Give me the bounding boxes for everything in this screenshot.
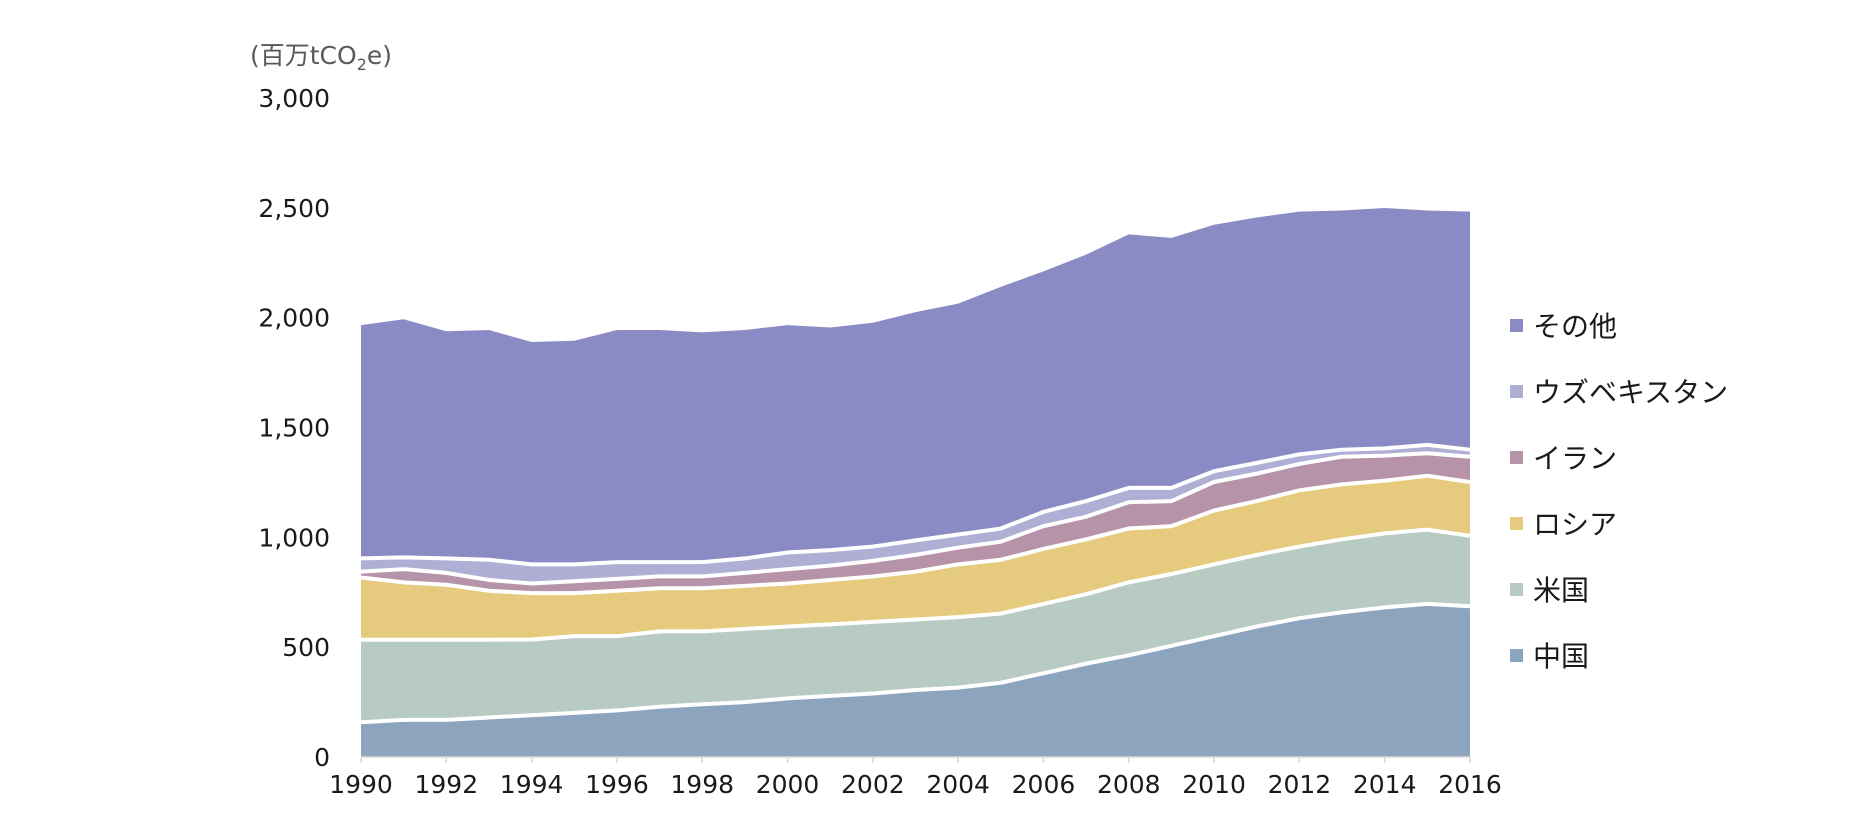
x-tick-label: 2000 — [756, 770, 820, 799]
y-tick-label: 2,500 — [258, 194, 330, 223]
y-tick-label: 500 — [282, 633, 330, 662]
y-axis-label-suffix: e) — [366, 41, 393, 70]
y-axis-label: (百万tCO2e) — [250, 36, 392, 74]
series-boundary-4 — [360, 442, 1471, 567]
legend-swatch — [1510, 450, 1523, 464]
x-tick-label: 1990 — [329, 770, 393, 799]
legend-label: その他 — [1533, 310, 1618, 343]
legend-label: 米国 — [1533, 574, 1590, 607]
legend-swatch — [1510, 582, 1523, 596]
series-boundary-1 — [361, 527, 1471, 642]
legend-swatch — [1510, 516, 1523, 530]
y-tick-label: 2,000 — [258, 304, 330, 333]
legend-item: その他 — [1510, 292, 1728, 358]
y-tick-label: 1,000 — [258, 523, 330, 552]
legend-label: ウズベキスタン — [1533, 376, 1729, 409]
legend-swatch — [1510, 384, 1523, 398]
legend-label: イラン — [1533, 442, 1618, 475]
legend-item: イラン — [1510, 424, 1728, 490]
legend-label: ロシア — [1533, 508, 1618, 541]
area-series-1 — [361, 529, 1470, 723]
y-axis-label-main: (百万tCO — [250, 41, 357, 70]
y-tick-label: 3,000 — [258, 84, 330, 113]
series-boundary-0 — [360, 601, 1471, 725]
legend-item: 米国 — [1510, 556, 1728, 622]
x-tick-label: 1992 — [414, 770, 478, 799]
y-tick-label: 1,500 — [258, 414, 330, 443]
area-series-2 — [361, 475, 1470, 640]
x-tick-label: 2014 — [1353, 770, 1417, 799]
x-tick-label: 1994 — [500, 770, 564, 799]
x-tick-label: 2006 — [1012, 770, 1076, 799]
x-tick-label: 2010 — [1182, 770, 1246, 799]
legend-swatch — [1510, 648, 1523, 662]
x-tick-label: 1996 — [585, 770, 649, 799]
legend-item: 中国 — [1510, 622, 1728, 688]
x-tick-label: 2016 — [1438, 770, 1502, 799]
legend-item: ロシア — [1510, 490, 1728, 556]
legend-item: ウズベキスタン — [1510, 358, 1728, 424]
legend-swatch — [1510, 318, 1523, 332]
x-tick-label: 2004 — [926, 770, 990, 799]
series-boundary-3 — [360, 451, 1471, 586]
y-axis-label-subscript: 2 — [356, 55, 367, 74]
x-tick-label: 2002 — [841, 770, 905, 799]
legend: その他ウズベキスタン イランロシア米国中国 — [1510, 292, 1728, 688]
area-series-4 — [361, 444, 1470, 584]
area-series-5 — [361, 208, 1470, 565]
series-boundary-2 — [360, 473, 1471, 596]
x-tick-label: 1998 — [670, 770, 734, 799]
y-tick-label: 0 — [314, 743, 330, 772]
legend-label: 中国 — [1533, 640, 1590, 673]
x-tick-label: 2008 — [1097, 770, 1161, 799]
x-tick-label: 2012 — [1268, 770, 1332, 799]
